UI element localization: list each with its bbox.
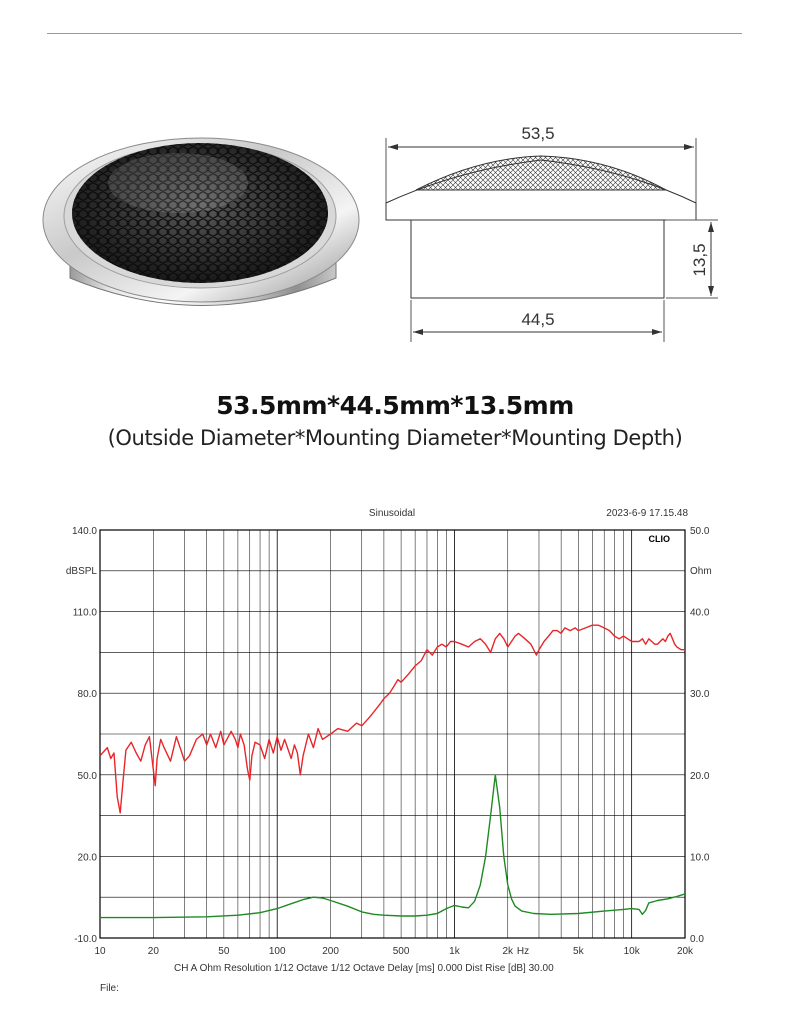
x-tick-label: 5k [573,946,585,957]
file-label: File: [100,983,119,994]
tweeter-photo [42,137,360,306]
x-tick-label: 20 [148,946,160,957]
spec-title: 53.5mm*44.5mm*13.5mm [216,391,574,420]
chart-header-center: Sinusoidal [369,508,415,519]
frequency-response-chart: 10 20 50 100 200 500 1k 2k 5k 10k 20k 140.0 110.0 80.… [66,508,712,994]
chart-footer: CH A Ohm Resolution 1/12 Octave 1/12 Oct… [174,963,554,974]
left-tick-label: 20.0 [78,852,98,863]
right-tick-label: 50.0 [690,526,710,537]
x-tick-label: 2k [503,946,515,957]
impedance-curve [100,774,686,919]
right-tick-label: 10.0 [690,852,710,863]
side-dimension-label: 13,5 [690,243,709,276]
x-tick-label: 10k [624,946,641,957]
x-tick-label: 1k [449,946,461,957]
spl-curve [99,624,685,814]
dimension-drawing: 53,5 13,5 44,5 [385,124,718,342]
x-tick-label: 50 [218,946,230,957]
x-tick-label: 10 [94,946,106,957]
right-unit-label: Ohm [690,566,712,577]
x-tick-label: 200 [322,946,339,957]
right-tick-label: 30.0 [690,689,710,700]
right-tick-label: 0.0 [690,934,704,945]
top-dimension-label: 53,5 [521,124,554,143]
left-unit-label: dBSPL [66,566,98,577]
left-tick-label: 110.0 [73,608,98,619]
left-tick-label: 80.0 [78,689,98,700]
x-tick-label: 20k [677,946,694,957]
x-unit-label: Hz [517,946,529,957]
brand-label: CLIO [649,534,671,544]
plot-frame [99,529,686,939]
right-tick-label: 20.0 [690,771,710,782]
spec-subtitle: (Outside Diameter*Mounting Diameter*Moun… [107,426,683,450]
left-tick-label: 50.0 [78,771,98,782]
top-divider [47,33,742,34]
x-tick-label: 500 [393,946,410,957]
left-tick-label: -10.0 [74,934,97,945]
x-tick-label: 100 [269,946,286,957]
chart-header-right: 2023-6-9 17.15.48 [606,508,688,519]
right-tick-label: 40.0 [690,608,710,619]
bottom-dimension-label: 44,5 [521,310,554,329]
left-tick-label: 140.0 [72,526,97,537]
